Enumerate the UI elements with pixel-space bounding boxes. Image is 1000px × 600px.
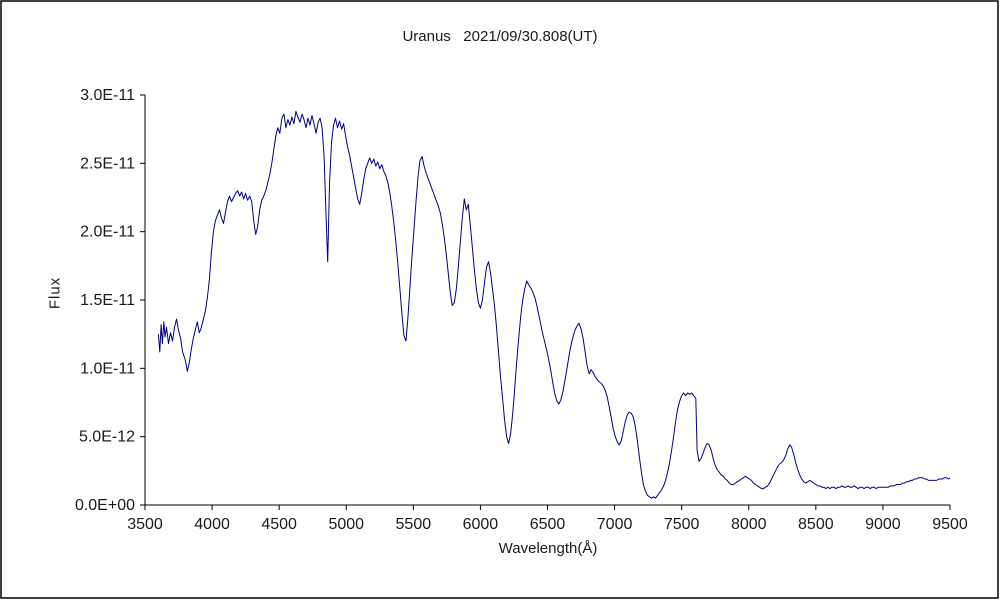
x-tick-label: 8000 <box>731 516 767 533</box>
y-tick-label: 2.5E-11 <box>80 155 135 172</box>
y-tick-label: 3.0E-11 <box>80 87 135 104</box>
x-tick-label: 3500 <box>127 516 163 533</box>
x-axis-label: Wavelength(Å) <box>498 540 598 557</box>
x-tick-label: 8500 <box>798 516 834 533</box>
x-tick-label: 7500 <box>664 516 700 533</box>
y-tick-label: 2.0E-11 <box>80 224 135 241</box>
y-tick-label: 1.0E-11 <box>80 360 135 377</box>
spectrum-line <box>157 110 951 499</box>
y-tick-label: 0.0E+00 <box>75 497 135 514</box>
x-tick-label: 6000 <box>463 516 499 533</box>
y-tick-label: 5.0E-12 <box>79 429 135 446</box>
x-tick-label: 7000 <box>597 516 633 533</box>
x-tick-label: 5500 <box>396 516 432 533</box>
x-tick-label: 9000 <box>865 516 901 533</box>
y-tick-label: 1.5E-11 <box>80 292 135 309</box>
x-tick-label: 4500 <box>261 516 297 533</box>
y-axis-label: Flux <box>46 276 64 310</box>
chart-title: Uranus 2021/09/30.808(UT) <box>402 28 598 45</box>
x-tick-label: 5000 <box>328 516 364 533</box>
x-tick-label: 9500 <box>932 516 968 533</box>
x-tick-label: 4000 <box>194 516 230 533</box>
x-tick-label: 6500 <box>530 516 566 533</box>
